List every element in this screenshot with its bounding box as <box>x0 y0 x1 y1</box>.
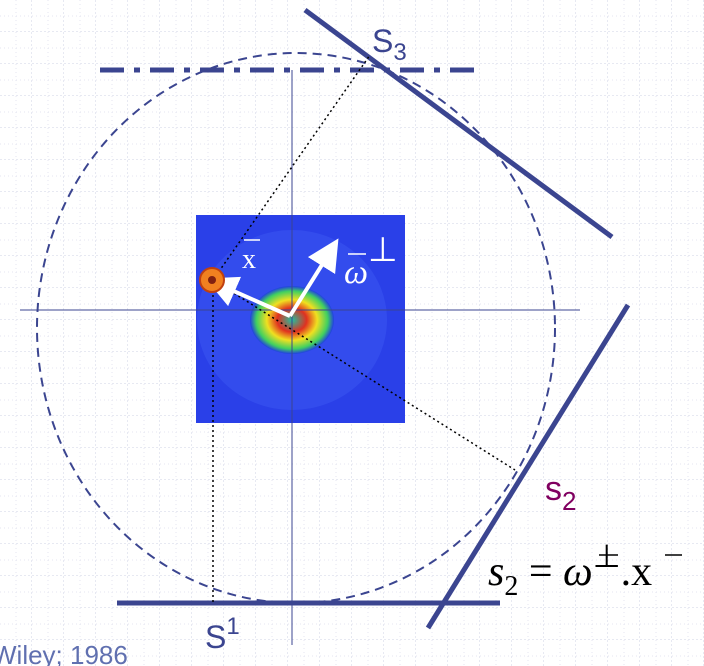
label-omega: ω⊥ <box>344 232 398 291</box>
circle <box>36 52 556 604</box>
label-s1: S1 <box>205 613 240 655</box>
citation: Wiley; 1986 <box>0 640 128 666</box>
formula: s2 = ω⊥.x <box>488 538 652 602</box>
label-x: x <box>242 244 256 275</box>
detector-s3 <box>303 7 614 240</box>
projection-line <box>212 54 371 281</box>
label-s3: S3 <box>372 23 407 66</box>
point-x-center <box>208 276 216 284</box>
omega-arrow <box>288 238 339 318</box>
label-s2: s2 <box>545 470 576 516</box>
x-arrow <box>205 276 291 318</box>
detector-s2 <box>425 303 631 630</box>
